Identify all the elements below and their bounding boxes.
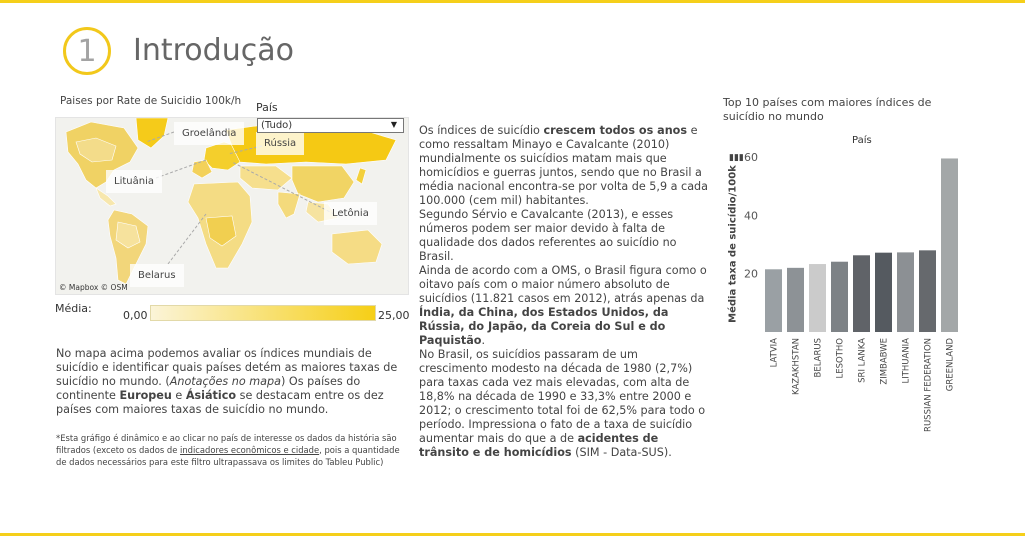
bar-greenland[interactable] <box>941 158 958 332</box>
x-tick-label: BELARUS <box>814 338 824 377</box>
chart-column-header: País <box>852 135 872 146</box>
x-tick-label: LESOTHO <box>836 338 846 379</box>
map-annotation-russia: Rússia <box>256 132 305 155</box>
bar-latvia[interactable] <box>765 269 782 332</box>
intro-paragraph-1: Os índices de suicídio crescem todos os … <box>419 124 709 207</box>
caret-down-icon: ▼ <box>390 120 397 129</box>
x-tick-label: GREENLAND <box>946 338 956 392</box>
bar-zimbabwe[interactable] <box>875 252 892 332</box>
map-annotation-lithuania: Lituânia <box>106 170 162 193</box>
map-title: Paises por Rate de Suicidio 100k/h <box>60 95 242 107</box>
x-tick-label: SRI LANKA <box>858 338 868 383</box>
intro-paragraph-4: No Brasil, os suicídios passaram de um c… <box>419 348 706 459</box>
bar-lithuania[interactable] <box>897 252 914 332</box>
top-divider <box>0 0 1025 3</box>
legend-min: 0,00 <box>123 309 148 322</box>
page-title: Introdução <box>133 33 294 68</box>
legend-max: 25,00 <box>378 309 410 322</box>
bar-belarus[interactable] <box>809 264 826 332</box>
x-tick-label: ZIMBABWE <box>880 338 890 385</box>
chart-title: Top 10 países com maiores índices de sui… <box>723 96 932 123</box>
y-axis-label: Média taxa de suicídio/100k <box>727 165 739 323</box>
bar-chart-icon: ▮▮▮ <box>729 153 744 163</box>
bottom-divider <box>0 533 1025 536</box>
legend-color-bar <box>150 305 376 321</box>
intro-paragraph-3: Ainda de acordo com a OMS, o Brasil figu… <box>419 264 707 347</box>
bar-lesotho[interactable] <box>831 261 848 332</box>
intro-paragraph-2: Segundo Sérvio e Cavalcante (2013), e es… <box>419 208 677 263</box>
footnote: *Esta gráfigo é dinâmico e ao clicar no … <box>56 433 400 467</box>
legend-label: Média: <box>55 302 92 315</box>
map-description: No mapa acima podemos avaliar os índices… <box>56 347 398 416</box>
bar-sri-lanka[interactable] <box>853 255 870 332</box>
x-tick-label: LITHUANIA <box>902 338 912 384</box>
bar-russian-federation[interactable] <box>919 250 936 332</box>
map-credits: © Mapbox © OSM <box>59 283 128 292</box>
map-annotation-greenland: Groelândia <box>174 122 245 145</box>
x-tick-label: LATVIA <box>770 338 780 368</box>
y-tick-label: 20 <box>744 268 758 281</box>
top10-bar-chart: 20 40 60 LATVIA KAZAKHSTAN BELARUS LESOTHO SRI … <box>744 151 958 432</box>
country-filter-label: País <box>256 101 278 114</box>
y-tick-label: 40 <box>744 209 758 222</box>
country-filter-value: (Tudo) <box>261 120 293 131</box>
world-map[interactable]: Groelândia Rússia Lituânia Letônia Belar… <box>55 117 409 295</box>
country-filter-dropdown[interactable]: (Tudo) ▼ <box>257 118 404 133</box>
map-annotation-latvia: Letônia <box>324 202 377 225</box>
x-tick-label: RUSSIAN FEDERATION <box>924 338 934 432</box>
step-number-badge: 1 <box>63 27 111 75</box>
economic-indicators-link[interactable]: indicadores econômicos e cidade <box>180 445 320 455</box>
map-annotation-belarus: Belarus <box>130 264 184 287</box>
y-tick-label: 60 <box>744 151 758 164</box>
bar-kazakhstan[interactable] <box>787 267 804 332</box>
x-tick-label: KAZAKHSTAN <box>792 338 802 395</box>
